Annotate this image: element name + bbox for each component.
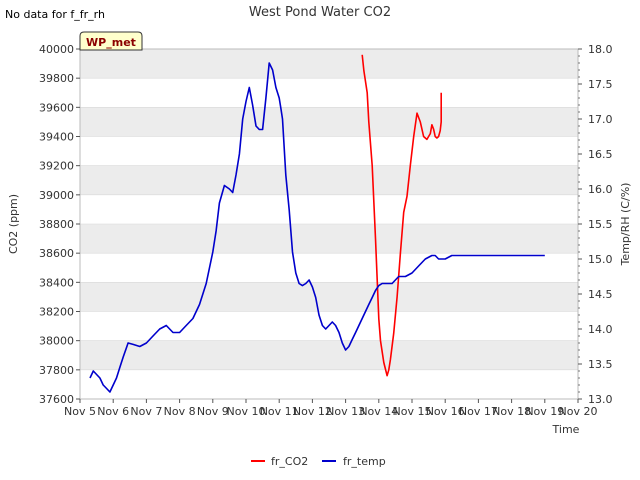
legend-label-fr-co2: fr_CO2	[271, 455, 308, 468]
y-axis-left-label: CO2 (ppm)	[7, 194, 20, 254]
y-left-tick-label: 38000	[39, 335, 74, 348]
x-axis-label: Time	[552, 423, 580, 436]
chart-title: West Pond Water CO2	[249, 5, 391, 20]
y-left-tick-label: 38400	[39, 276, 74, 289]
y-axis-right-label: Temp/RH (C/%)	[619, 183, 632, 267]
y-left-tick-label: 38800	[39, 218, 74, 231]
background-band	[80, 224, 578, 254]
y-right-tick-label: 18.0	[588, 43, 613, 56]
y-right-tick-label: 17.5	[588, 78, 613, 91]
x-tick-label: Nov 19	[525, 405, 564, 418]
background-band	[80, 340, 578, 370]
x-tick-label: Nov 20	[559, 405, 598, 418]
x-tick-label: Nov 12	[293, 405, 332, 418]
y-left-tick-label: 37600	[39, 393, 74, 406]
series-line-fr-co2	[361, 54, 443, 377]
background-band	[80, 165, 578, 195]
badge-label: WP_met	[86, 36, 136, 49]
y-left-tick-label: 39200	[39, 160, 74, 173]
y-right-tick-label: 17.0	[588, 113, 613, 126]
y-right-tick-label: 13.0	[588, 393, 613, 406]
y-left-tick-label: 38200	[39, 306, 74, 319]
y-right-tick-label: 14.0	[588, 323, 613, 336]
x-tick-label: Nov 17	[459, 405, 498, 418]
y-axis-left: 37600 37800 38000 38200 38400 38600 38800 39000…	[39, 43, 80, 406]
x-tick-label: Nov 8	[164, 405, 196, 418]
series-lines	[89, 54, 545, 393]
background-bands	[80, 49, 578, 370]
x-tick-label: Nov 11	[260, 405, 299, 418]
y-right-tick-label: 13.5	[588, 358, 613, 371]
y-right-tick-label: 16.0	[588, 183, 613, 196]
x-tick-label: Nov 13	[326, 405, 365, 418]
x-tick-label: Nov 6	[97, 405, 129, 418]
y-right-tick-label: 14.5	[588, 288, 613, 301]
background-band	[80, 282, 578, 312]
y-left-tick-label: 39800	[39, 72, 74, 85]
no-data-note: No data for f_fr_rh	[5, 8, 105, 21]
y-right-tick-label: 16.5	[588, 148, 613, 161]
legend: fr_CO2 fr_temp	[251, 455, 386, 468]
x-tick-label: Nov 16	[426, 405, 465, 418]
y-right-tick-label: 15.0	[588, 253, 613, 266]
y-right-tick-label: 15.5	[588, 218, 613, 231]
wp-met-badge: WP_met	[79, 31, 143, 51]
y-left-tick-label: 37800	[39, 364, 74, 377]
x-tick-label: Nov 10	[227, 405, 266, 418]
y-left-tick-label: 39600	[39, 101, 74, 114]
y-left-tick-label: 38600	[39, 247, 74, 260]
y-axis-right: 13.0 13.5 14.0 14.5 15.0 15.5 16.0 16.5 17.0 17.5…	[578, 43, 613, 406]
y-left-tick-label: 40000	[39, 43, 74, 56]
x-tick-label: Nov 7	[130, 405, 162, 418]
series-line-fr-temp	[89, 62, 545, 393]
x-tick-label: Nov 15	[393, 405, 432, 418]
badge-box	[79, 31, 143, 51]
y-left-tick-label: 39000	[39, 189, 74, 202]
y-left-tick-label: 39400	[39, 131, 74, 144]
x-tick-label: Nov 18	[492, 405, 531, 418]
background-band	[80, 107, 578, 137]
background-band	[80, 49, 578, 79]
x-tick-label: Nov 5	[64, 405, 96, 418]
legend-label-fr-temp: fr_temp	[343, 455, 386, 468]
x-tick-label: Nov 14	[359, 405, 398, 418]
x-tick-label: Nov 9	[197, 405, 229, 418]
